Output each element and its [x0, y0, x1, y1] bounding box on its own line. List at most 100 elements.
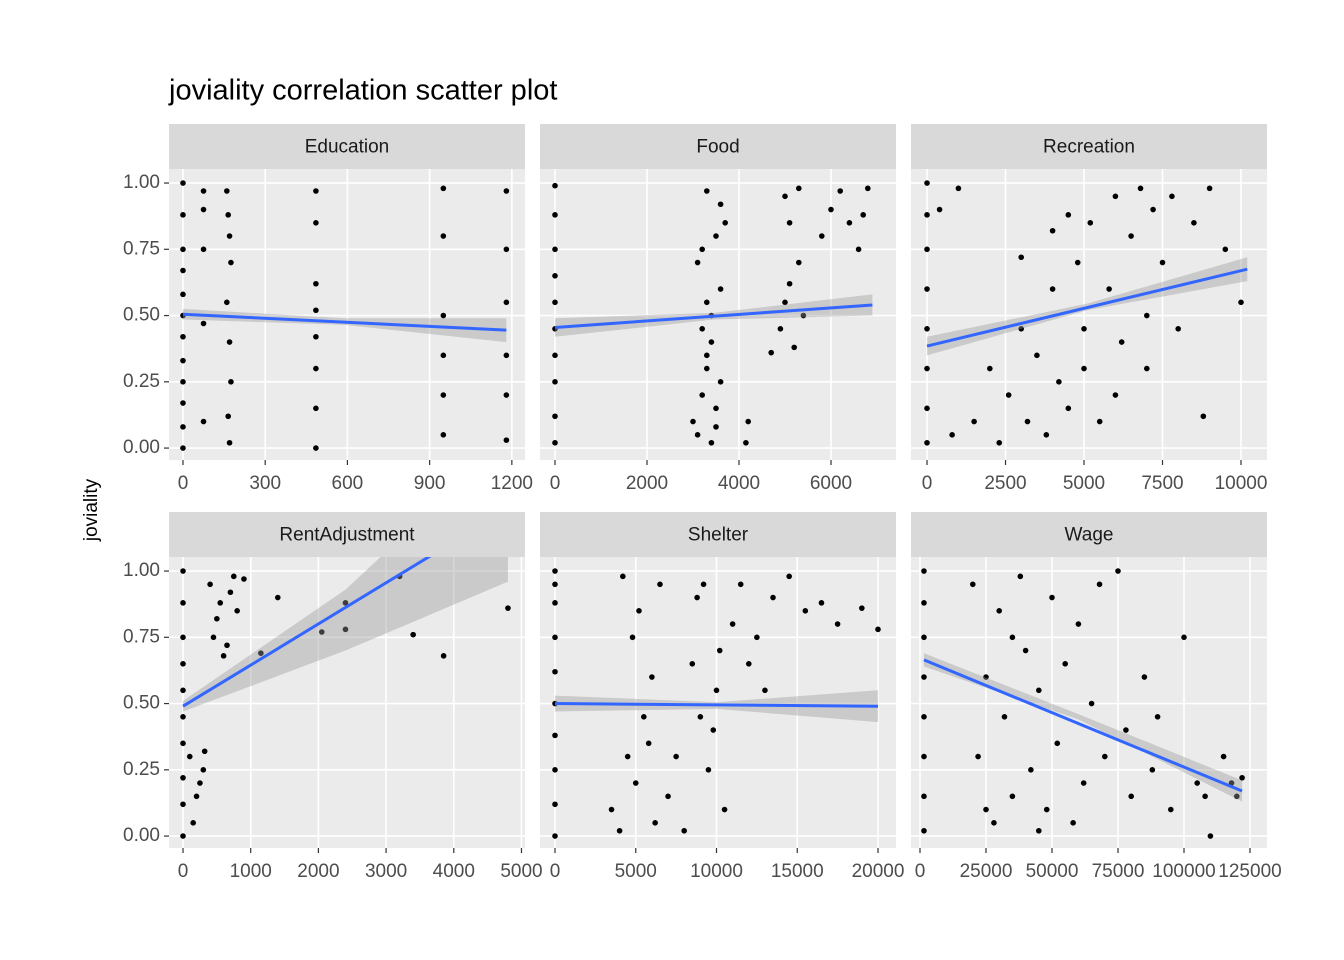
- point: [440, 185, 447, 192]
- point: [983, 806, 989, 813]
- point: [673, 753, 679, 760]
- point: [703, 352, 710, 359]
- point: [1144, 312, 1150, 319]
- point: [214, 615, 220, 622]
- point: [180, 291, 186, 298]
- point: [552, 379, 558, 385]
- strip: [169, 124, 525, 169]
- point: [996, 608, 1003, 614]
- x-tick-label: 1200: [491, 473, 533, 494]
- point: [1070, 820, 1076, 826]
- x-tick-label: 5000: [1063, 473, 1105, 494]
- point: [1106, 286, 1112, 292]
- point: [313, 365, 319, 372]
- x-tick-label: 10000: [690, 861, 743, 882]
- y-tick-label: 0.00: [123, 825, 160, 846]
- point: [180, 212, 186, 218]
- point: [1102, 753, 1108, 760]
- x-tick-label: 10000: [1215, 473, 1268, 494]
- point: [552, 273, 558, 279]
- point: [1238, 299, 1244, 306]
- point: [754, 634, 760, 641]
- point: [745, 661, 752, 667]
- point: [1194, 780, 1201, 786]
- point: [180, 246, 186, 253]
- point: [1149, 767, 1156, 773]
- point: [860, 212, 867, 218]
- point: [180, 267, 186, 274]
- point: [1239, 774, 1245, 781]
- point: [705, 767, 712, 773]
- point: [186, 753, 193, 760]
- point: [1009, 634, 1016, 641]
- point: [1056, 379, 1062, 385]
- point: [225, 413, 231, 420]
- y-tick-label: 0.25: [123, 371, 160, 392]
- y-axis-label: joviality: [81, 478, 102, 542]
- point: [996, 439, 1003, 446]
- point: [552, 439, 558, 446]
- trend-line: [926, 267, 1248, 348]
- point: [1169, 193, 1175, 200]
- point: [274, 594, 281, 601]
- point: [180, 400, 186, 406]
- x-tick-label: 5000: [500, 861, 542, 882]
- point: [818, 600, 825, 606]
- point: [796, 185, 802, 192]
- point: [440, 392, 447, 398]
- x-tick-label: 600: [332, 473, 364, 494]
- point: [921, 634, 927, 641]
- point: [230, 573, 237, 580]
- point: [503, 437, 510, 443]
- x-tick-label: 7500: [1141, 473, 1183, 494]
- point: [697, 714, 704, 720]
- x-tick-label: 2000: [297, 861, 339, 882]
- point: [228, 379, 234, 385]
- point: [721, 806, 728, 813]
- confidence-band: [923, 653, 1243, 802]
- point: [1168, 806, 1174, 813]
- point: [1144, 365, 1150, 372]
- point: [197, 780, 203, 786]
- point: [180, 445, 186, 451]
- strip: [169, 512, 525, 557]
- point: [1096, 581, 1103, 588]
- trend-line: [554, 303, 873, 329]
- point: [729, 621, 736, 627]
- x-tick-label: 900: [414, 473, 446, 494]
- point: [921, 793, 927, 800]
- point: [717, 379, 724, 385]
- point: [1118, 339, 1125, 345]
- point: [200, 188, 207, 194]
- point: [786, 280, 793, 287]
- point: [180, 600, 186, 606]
- point: [859, 605, 865, 611]
- point: [552, 352, 558, 359]
- point: [1009, 793, 1016, 800]
- point: [699, 326, 705, 332]
- x-tick-label: 25000: [960, 861, 1013, 882]
- point: [641, 714, 647, 720]
- x-tick-label: 1000: [230, 861, 272, 882]
- facet-title: RentAdjustment: [279, 525, 415, 546]
- point: [971, 418, 977, 425]
- point: [1191, 220, 1197, 226]
- point: [503, 352, 510, 359]
- facet-title: Shelter: [688, 525, 749, 546]
- point: [552, 600, 558, 606]
- point: [1096, 418, 1103, 425]
- point: [180, 801, 186, 808]
- plot-area: [552, 182, 873, 446]
- point: [180, 661, 186, 667]
- trend-line: [182, 312, 507, 332]
- y-tick-label: 0.75: [123, 626, 160, 647]
- point: [936, 206, 943, 213]
- facet-title: Food: [696, 137, 739, 158]
- point: [1202, 793, 1208, 800]
- point: [552, 833, 558, 839]
- point: [782, 193, 788, 200]
- point: [699, 392, 705, 398]
- point: [227, 589, 234, 596]
- panel: [911, 557, 1267, 848]
- point: [1115, 568, 1121, 574]
